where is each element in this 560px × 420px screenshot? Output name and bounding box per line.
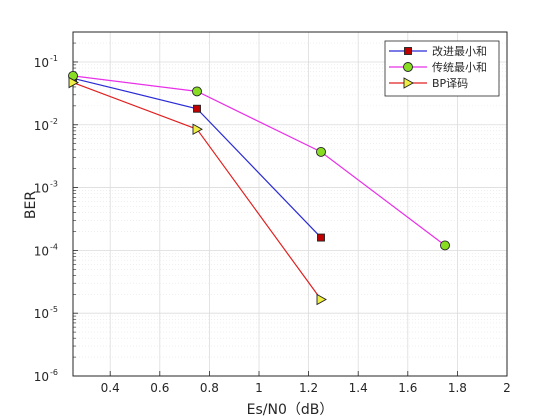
y-tick-exponent: -2 — [50, 117, 58, 126]
legend-marker — [404, 47, 412, 55]
data-point — [317, 233, 325, 242]
x-tick-label: 2 — [503, 381, 511, 395]
y-tick-labels: 10-110-210-310-410-510-6 — [34, 54, 58, 384]
y-tick-label: 10 — [34, 370, 49, 384]
legend-marker — [403, 62, 413, 72]
legend-label: 改进最小和 — [432, 44, 487, 58]
data-point — [316, 293, 327, 306]
data-point — [68, 76, 79, 89]
plot-frame — [72, 31, 508, 377]
x-tick-label: 0.8 — [200, 381, 219, 395]
x-tick-labels: 0.4 0.6 0.8 1 1.2 1.4 1.6 1.8 2 — [101, 381, 511, 395]
y-tick-label: 10 — [34, 307, 49, 321]
x-tick-label: 1.6 — [398, 381, 417, 395]
y-tick-exponent: -6 — [50, 368, 58, 377]
x-tick-label: 1.8 — [448, 381, 467, 395]
legend-label: 传统最小和 — [432, 61, 487, 74]
minor-grid — [73, 42, 507, 358]
series-line — [72, 75, 446, 246]
y-tick-exponent: -1 — [50, 54, 58, 63]
x-tick-label: 1.2 — [299, 381, 318, 395]
data-point — [193, 104, 201, 113]
y-tick-label: 10 — [34, 182, 49, 196]
x-tick-label: 0.4 — [101, 381, 120, 395]
data-point — [316, 146, 326, 157]
legend-marker — [403, 77, 414, 89]
legend-label: BP译码 — [432, 77, 468, 90]
x-tick-label: 1.4 — [349, 381, 368, 395]
y-tick-exponent: -5 — [50, 305, 58, 314]
y-tick-label: 10 — [34, 56, 49, 70]
data-point — [192, 123, 203, 135]
y-tick-label: 10 — [34, 244, 49, 258]
y-axis-title: BER — [23, 191, 39, 219]
x-tick-label: 1 — [255, 381, 263, 395]
data-point — [192, 86, 202, 97]
y-tick-exponent: -3 — [50, 180, 58, 189]
y-tick-exponent: -4 — [50, 242, 58, 251]
x-tick-label: 0.6 — [150, 381, 169, 395]
series-layer — [68, 70, 450, 306]
x-axis-title: Es/N0（dB） — [247, 402, 334, 418]
data-point — [440, 240, 450, 251]
y-tick-label: 10 — [34, 119, 49, 133]
